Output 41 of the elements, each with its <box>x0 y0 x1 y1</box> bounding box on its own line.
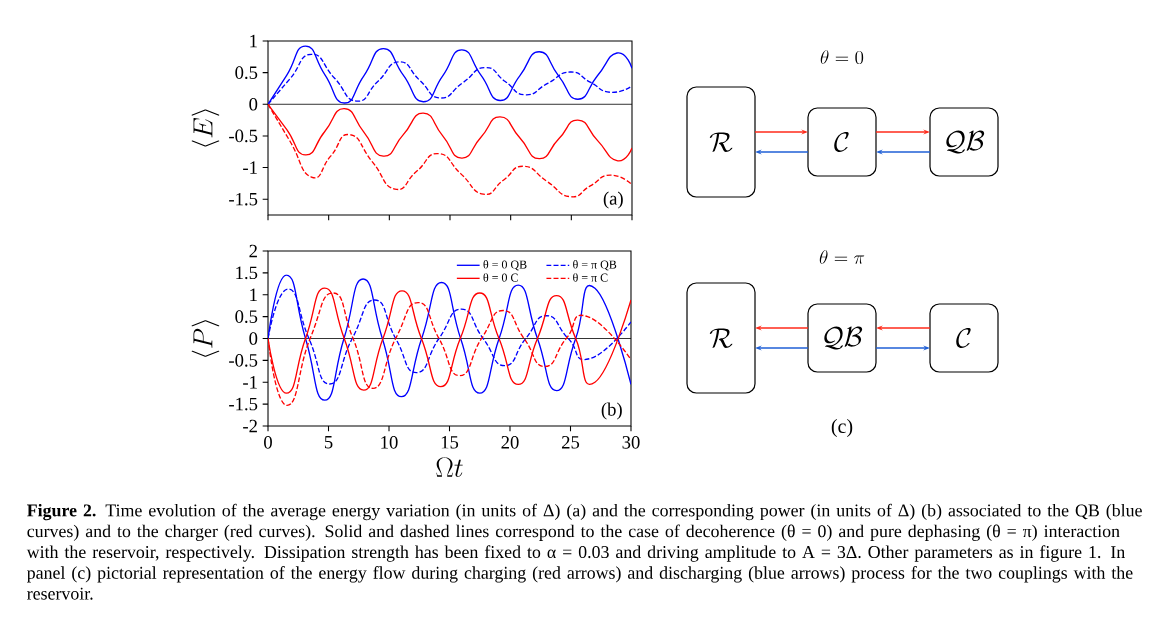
text: Figure 2. Time evolution of the average energy variation (in units of Δ) (a) and the corresponding power (in units of Δ) (b) associated to the QB (blue curves) and to the charger (red curves). Solid and dashed lines correspond to the case of decoherence (θ = 0) and pure dephasing (θ = π) interaction with the reservoir, respectively. Dissipation strength has been fixed to α = 0.03 and driving amplitude to A = 3Δ. Other parameters as in figure 1. In panel (c) pictorial representation of the energy flow during charging (red arrows) and discharging (blue arrows) process for the two couplings with the reservoir. <box>26 503 1142 600</box>
y-tick-label: 0.5 <box>235 310 258 323</box>
text: $\mathcal{C}$ <box>956 327 971 349</box>
legend-label: θ = 0 C <box>483 273 518 282</box>
y-tick-label: -1 <box>243 376 257 389</box>
y-tick-label: 0.5 <box>235 66 258 79</box>
y-tick-label: -1.5 <box>229 397 258 411</box>
y-tick-label: 1 <box>250 288 257 301</box>
x-tick-label: 25 <box>561 436 580 449</box>
y-tick-label: -2 <box>243 419 257 433</box>
text: $\mathcal{C}$ <box>834 131 849 153</box>
legend-label: θ = 0 QB <box>483 260 527 271</box>
text: $\mathcal{R}$ <box>709 132 733 153</box>
y-tick-label: 0 <box>249 97 258 111</box>
text: $\mathcal{QB}$ <box>824 326 863 350</box>
y-axis-title: $\langle E \rangle$ <box>191 109 220 147</box>
text: $\mathcal{R}$ <box>709 328 733 349</box>
y-tick-label: -0.5 <box>229 354 258 367</box>
text: (c) <box>831 418 853 438</box>
x-tick-label: 20 <box>501 436 519 449</box>
annotation: (b) <box>601 402 622 420</box>
y-tick-label: 1 <box>250 34 257 48</box>
y-tick-label: -1.5 <box>229 192 258 206</box>
y-tick-label: 1.5 <box>236 266 258 280</box>
y-tick-label: -1 <box>243 161 257 174</box>
legend-label: θ = π QB <box>573 260 617 271</box>
x-tick-label: 0 <box>264 436 272 449</box>
x-tick-label: 10 <box>381 436 398 449</box>
text: $\theta = 0$ <box>820 50 864 65</box>
text: $\mathcal{QB}$ <box>946 130 985 154</box>
legend-label: θ = π C <box>573 273 608 282</box>
y-axis-title: $\langle P \rangle$ <box>191 320 220 357</box>
y-tick-label: 0 <box>249 332 258 345</box>
text: $\theta = \pi$ <box>819 250 865 264</box>
annotation: (a) <box>603 191 623 209</box>
x-tick-label: 30 <box>622 436 640 449</box>
x-tick-label: 15 <box>441 436 459 449</box>
y-tick-label: -0.5 <box>229 129 258 143</box>
y-tick-label: 2 <box>249 244 257 258</box>
x-axis-title: $\Omega t$ <box>436 457 463 477</box>
x-tick-label: 5 <box>324 436 333 449</box>
